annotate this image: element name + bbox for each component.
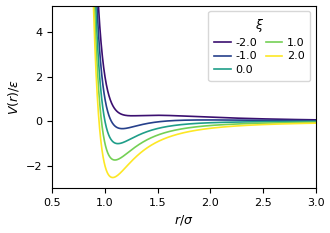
-1.0 [306, 119, 310, 122]
1.0 [314, 121, 317, 124]
-1.0 [64, 4, 68, 7]
-2.0 [179, 114, 182, 117]
-2.0 [314, 118, 317, 121]
2.0 [306, 122, 310, 125]
2.0 [50, 4, 54, 7]
Line: 0.0: 0.0 [52, 6, 315, 144]
-1.0 [306, 119, 310, 122]
0.0 [258, 120, 262, 123]
-1.0 [172, 119, 176, 122]
1.0 [50, 4, 54, 7]
-2.0 [64, 4, 68, 7]
X-axis label: $r/\sigma$: $r/\sigma$ [174, 213, 194, 227]
1.0 [258, 122, 262, 125]
Line: 2.0: 2.0 [52, 6, 315, 178]
-2.0 [258, 117, 262, 120]
0.0 [172, 124, 176, 127]
-2.0 [306, 118, 310, 121]
0.0 [116, 142, 120, 145]
-2.0 [306, 118, 310, 121]
2.0 [258, 123, 262, 126]
-1.0 [258, 119, 262, 122]
0.0 [314, 120, 317, 123]
0.0 [306, 120, 310, 123]
2.0 [172, 134, 176, 137]
0.0 [50, 4, 54, 7]
0.0 [179, 123, 182, 126]
-2.0 [50, 4, 54, 7]
-1.0 [120, 127, 124, 130]
Line: -2.0: -2.0 [52, 6, 315, 120]
1.0 [64, 4, 68, 7]
1.0 [179, 128, 182, 130]
-1.0 [179, 119, 182, 122]
0.0 [306, 120, 310, 123]
-2.0 [171, 114, 175, 117]
Line: 1.0: 1.0 [52, 6, 315, 160]
2.0 [306, 122, 310, 125]
1.0 [172, 129, 176, 132]
Y-axis label: $V(r)/\varepsilon$: $V(r)/\varepsilon$ [6, 79, 20, 115]
2.0 [179, 132, 182, 135]
0.0 [64, 4, 68, 7]
Legend: -2.0, -1.0, 0.0, 1.0, 2.0: -2.0, -1.0, 0.0, 1.0, 2.0 [208, 11, 310, 81]
2.0 [64, 4, 68, 7]
1.0 [113, 159, 117, 161]
Line: -1.0: -1.0 [52, 6, 315, 129]
2.0 [314, 122, 317, 124]
-1.0 [50, 4, 54, 7]
1.0 [306, 121, 310, 124]
1.0 [306, 121, 310, 124]
2.0 [111, 176, 115, 179]
-1.0 [314, 119, 317, 122]
